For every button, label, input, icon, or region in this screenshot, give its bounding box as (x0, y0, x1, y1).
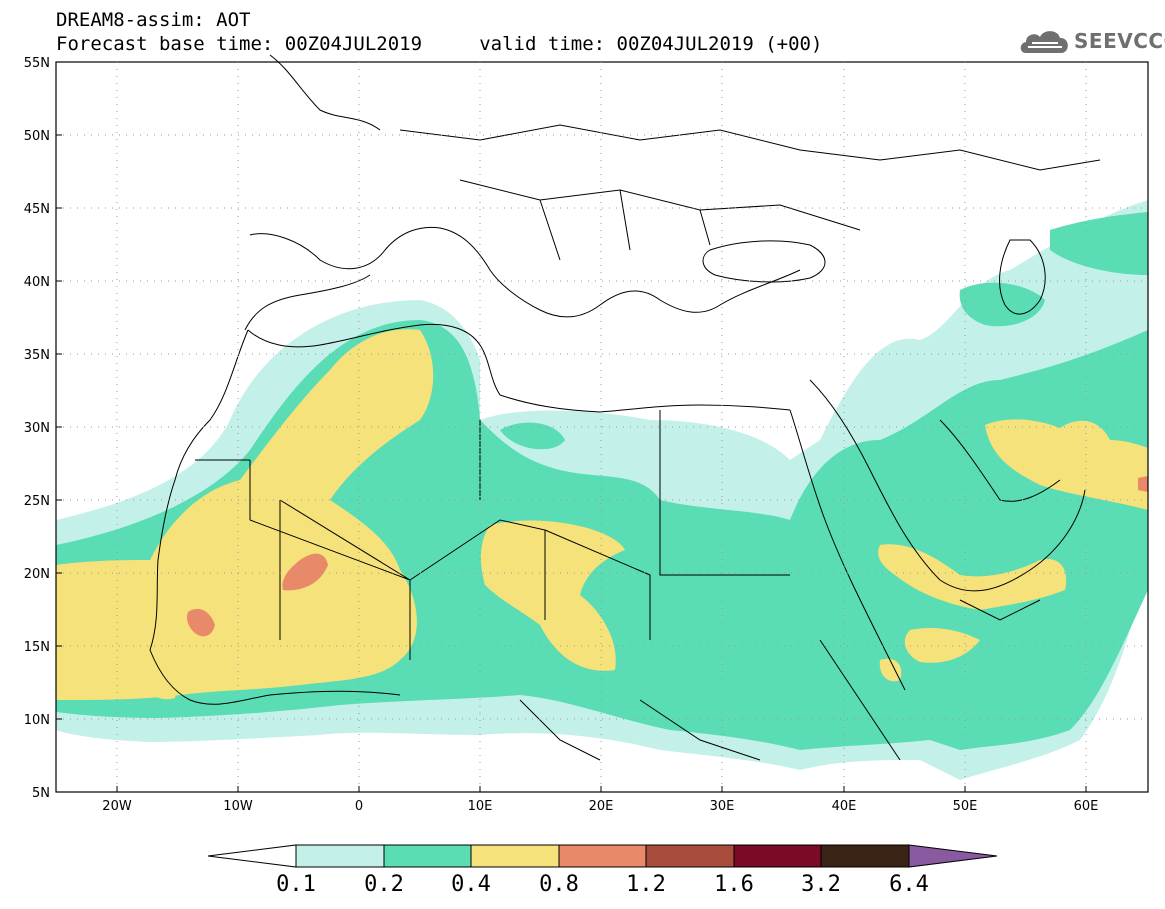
aot-shading (56, 200, 1148, 780)
colorbar-swatch (295, 844, 385, 868)
lon-label: 40E (832, 799, 857, 814)
colorbar-label: 1.2 (626, 872, 666, 897)
lat-label: 20N (24, 567, 50, 582)
lat-label: 10N (24, 713, 50, 728)
map-title: DREAM8-assim: AOT (56, 9, 251, 31)
colorbar-label: 0.4 (451, 872, 491, 897)
colorbar-high-arrow (908, 844, 998, 868)
colorbar-swatch (645, 844, 735, 868)
forecast-time-line: Forecast base time: 00Z04JUL2019 valid t… (56, 33, 823, 55)
colorbar-swatch (383, 844, 472, 868)
lat-label: 50N (24, 129, 50, 144)
latitude-labels: 55N 50N 45N 40N 35N 30N 25N 20N 15N 10N … (24, 56, 50, 801)
lon-label: 20W (102, 799, 132, 814)
seevccc-logo: SEEVCCC (1018, 25, 1165, 59)
longitude-labels: 20W 10W 0 10E 20E 30E 40E 50E 60E (102, 799, 1098, 814)
lon-label: 30E (710, 799, 735, 814)
graticule (56, 62, 1148, 792)
colorbar-swatch (733, 844, 822, 868)
colorbar-label: 1.6 (714, 872, 754, 897)
lon-label: 10E (468, 799, 493, 814)
colorbar-low-arrow (207, 844, 297, 868)
lon-label: 50E (953, 799, 978, 814)
colorbar-swatch (470, 844, 560, 868)
coastlines (149, 54, 1101, 761)
colorbar-label: 0.8 (539, 872, 579, 897)
lat-label: 5N (32, 786, 50, 801)
lat-label: 30N (24, 421, 50, 436)
cloud-logo-icon (1020, 31, 1068, 53)
lat-label: 55N (24, 56, 50, 71)
colorbar-label: 0.2 (364, 872, 404, 897)
logo-text: SEEVCCC (1074, 29, 1165, 53)
lon-label: 60E (1074, 799, 1099, 814)
lon-label: 0 (355, 799, 363, 814)
colorbar-swatch (820, 844, 910, 868)
colorbar (207, 844, 998, 868)
colorbar-label: 6.4 (889, 872, 929, 897)
lat-label: 35N (24, 348, 50, 363)
lon-label: 20E (589, 799, 614, 814)
tick-marks (56, 61, 1087, 793)
colorbar-swatch (558, 844, 647, 868)
lat-label: 25N (24, 494, 50, 509)
colorbar-label: 0.1 (276, 872, 316, 897)
lon-label: 10W (223, 799, 253, 814)
colorbar-label: 3.2 (801, 872, 841, 897)
lat-label: 45N (24, 202, 50, 217)
lat-label: 15N (24, 640, 50, 655)
lat-label: 40N (24, 275, 50, 290)
